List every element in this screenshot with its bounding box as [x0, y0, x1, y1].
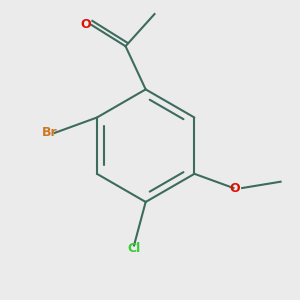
Text: O: O: [229, 182, 240, 194]
Text: Br: Br: [42, 126, 57, 140]
Text: Cl: Cl: [128, 242, 141, 255]
Text: O: O: [81, 18, 91, 31]
